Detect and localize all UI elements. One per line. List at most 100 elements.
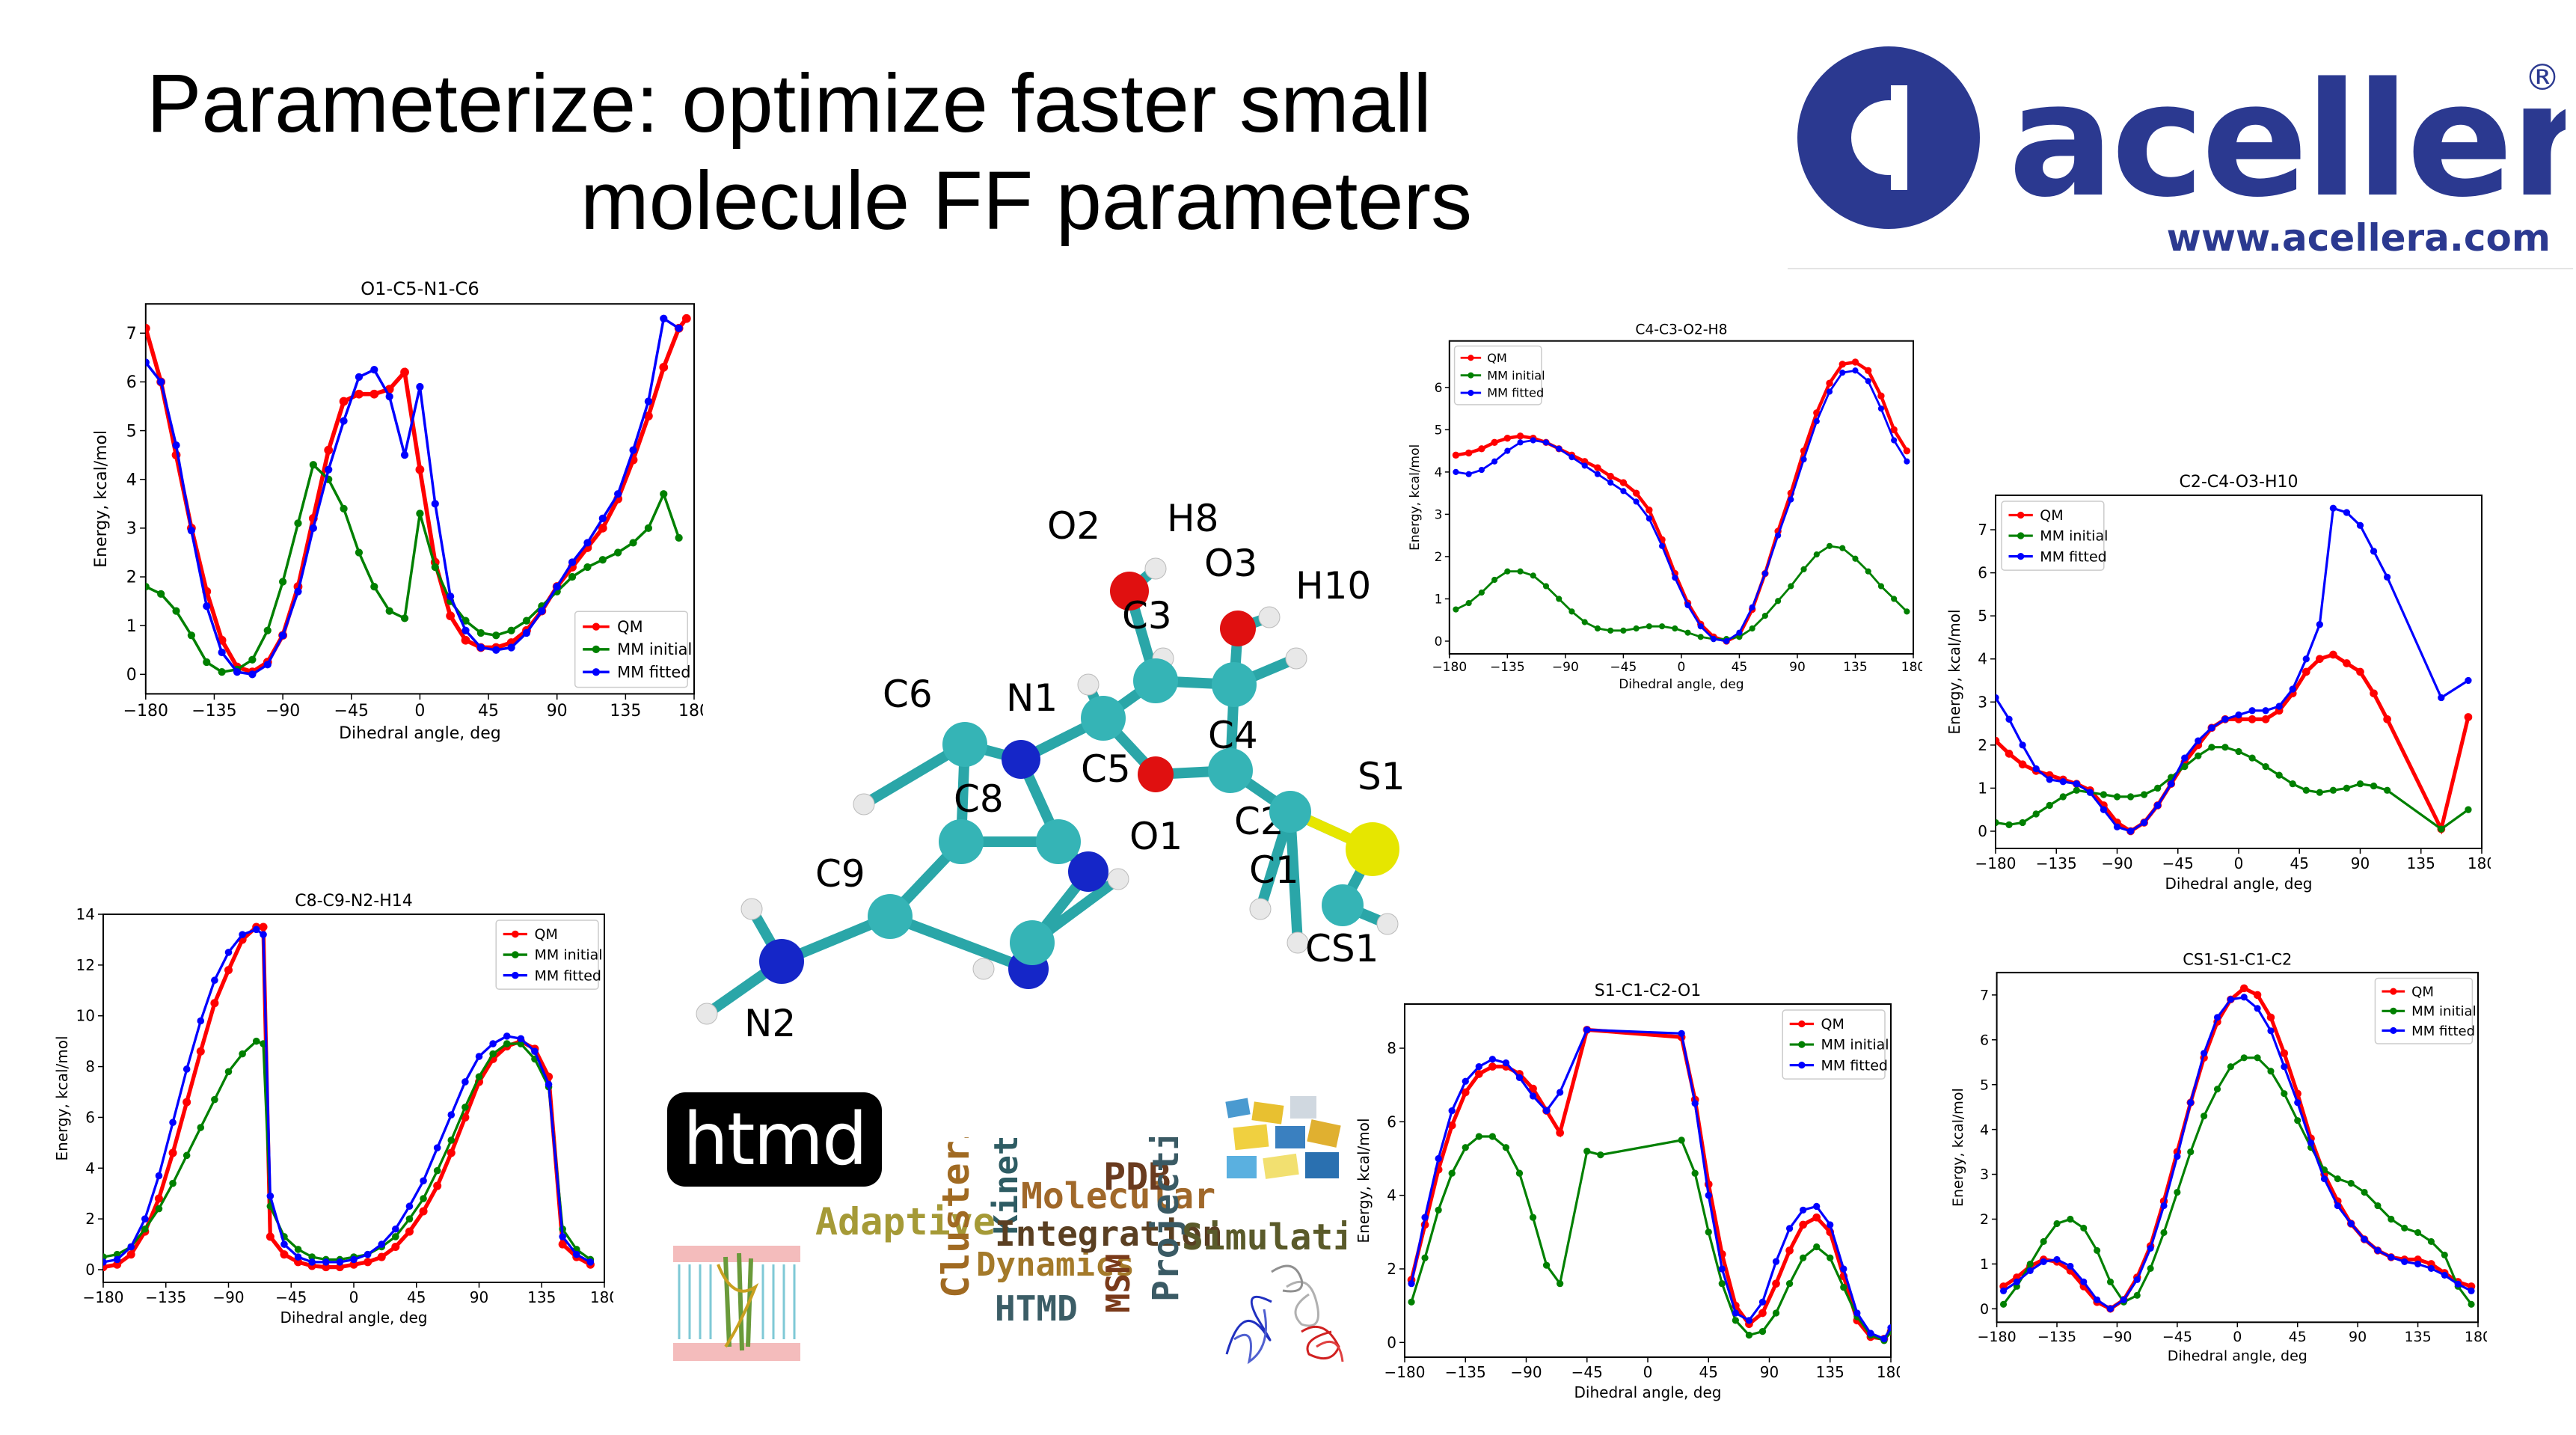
y-tick-label: 8	[85, 1058, 95, 1076]
data-point	[1839, 370, 1846, 376]
data-point	[2465, 676, 2472, 685]
atom-c	[1036, 819, 1081, 864]
slide-title-line-1: Parameterize: optimize faster small	[147, 58, 1432, 150]
data-point	[1772, 1309, 1780, 1317]
data-point	[340, 504, 348, 512]
data-point	[1826, 379, 1833, 387]
data-point	[1736, 629, 1743, 636]
data-point	[294, 587, 302, 596]
data-point	[2040, 1237, 2047, 1245]
data-point	[2262, 762, 2269, 771]
y-tick-label: 14	[76, 905, 95, 923]
acellera-logo: acellera ® www.acellera.com	[1797, 46, 2566, 260]
data-point	[1517, 568, 1524, 575]
chart-o1-c5-n1-c6: O1-C5-N1-C6−180−135−90−45045901351800123…	[92, 278, 703, 743]
data-point	[210, 999, 219, 1008]
x-tick-label: −135	[1445, 1363, 1486, 1381]
molecule-3d-structure: O2H8O3H10C3C6N1C4C5C2S1O1C9C8C1CS1N2H14	[696, 497, 1405, 1045]
wordcloud-word: Kinetics	[987, 1137, 1025, 1234]
data-point	[322, 1258, 330, 1266]
wordcloud-word: Integration	[995, 1214, 1223, 1254]
chart-title: O1-C5-N1-C6	[361, 278, 479, 299]
data-point	[266, 1232, 275, 1241]
legend-entry: MM fitted	[535, 967, 601, 984]
protein-structure-image	[1225, 1264, 1344, 1365]
data-point	[183, 1065, 191, 1073]
x-tick-label: −135	[145, 1288, 186, 1306]
data-point	[1619, 479, 1628, 486]
plot-area	[103, 922, 595, 1272]
data-point	[1448, 1107, 1456, 1115]
data-point	[2174, 1188, 2181, 1196]
data-point	[2013, 1278, 2020, 1285]
x-tick-label: 90	[547, 702, 568, 720]
data-point	[2239, 984, 2248, 993]
y-axis-label: Energy, kcal/mol	[53, 1035, 71, 1160]
series-line-mm-initial	[1410, 1135, 1891, 1342]
y-tick-label: 6	[126, 373, 137, 392]
data-point	[172, 607, 180, 615]
data-point	[1758, 1309, 1767, 1318]
data-point	[197, 1124, 205, 1131]
data-point	[1504, 568, 1511, 575]
data-point	[1904, 458, 1910, 465]
data-point	[1775, 598, 1782, 605]
data-point	[2315, 655, 2324, 664]
data-point	[1488, 1133, 1497, 1140]
x-tick-label: 180	[1901, 660, 1922, 675]
x-tick-label: −135	[2037, 1329, 2076, 1345]
x-tick-label: 135	[1816, 1363, 1844, 1381]
data-point	[644, 524, 653, 533]
legend-entry: QM	[1487, 351, 1507, 365]
data-point	[1813, 1202, 1821, 1211]
atom-label: C8	[954, 777, 1004, 821]
y-tick-label: 1	[1435, 592, 1443, 607]
data-point	[1891, 437, 1898, 444]
data-point	[1887, 1324, 1891, 1332]
x-axis-label: Dihedral angle, deg	[2168, 1348, 2307, 1365]
data-point	[1435, 1206, 1442, 1214]
data-point	[2267, 1027, 2275, 1035]
data-point	[507, 643, 515, 652]
legend-entry: MM fitted	[617, 664, 690, 682]
y-tick-label: 2	[85, 1210, 95, 1228]
data-point	[2301, 667, 2310, 676]
acellera-mark-icon	[1797, 46, 1980, 229]
data-point	[2160, 1229, 2168, 1237]
data-point	[1996, 694, 1999, 702]
data-point	[2019, 741, 2026, 749]
legend-marker	[512, 930, 519, 938]
data-point	[433, 1166, 441, 1175]
data-point	[489, 1050, 497, 1058]
data-point	[1646, 507, 1653, 514]
x-tick-label: 135	[527, 1288, 556, 1306]
data-point	[183, 1098, 191, 1107]
data-point	[369, 389, 379, 399]
data-point	[2221, 715, 2229, 723]
data-point	[309, 461, 317, 469]
data-point	[2147, 1244, 2154, 1252]
data-point	[405, 1227, 414, 1236]
wordcloud-word: Clustering	[934, 1137, 978, 1298]
legend: QM MM initial MM fitted	[1453, 345, 1545, 406]
data-point	[278, 631, 287, 640]
data-point	[1826, 388, 1833, 395]
logo-url[interactable]: www.acellera.com	[2167, 216, 2551, 260]
data-point	[2208, 744, 2215, 751]
legend-entry: MM initial	[535, 947, 603, 964]
data-point	[1658, 623, 1666, 630]
atom-n2	[759, 939, 804, 984]
data-point	[218, 667, 226, 676]
x-tick-label: 45	[2290, 854, 2309, 872]
data-point	[1785, 1280, 1794, 1288]
data-point	[475, 1053, 483, 1060]
data-point	[2154, 801, 2162, 810]
data-point	[392, 1233, 399, 1240]
data-point	[2266, 1013, 2275, 1022]
data-point	[507, 626, 515, 634]
plot-area	[1996, 504, 2473, 836]
wordcloud-word: PDB	[1103, 1155, 1171, 1199]
y-tick-label: 0	[85, 1261, 95, 1279]
data-point	[2067, 1215, 2074, 1223]
x-tick-label: −180	[1384, 1363, 1426, 1381]
